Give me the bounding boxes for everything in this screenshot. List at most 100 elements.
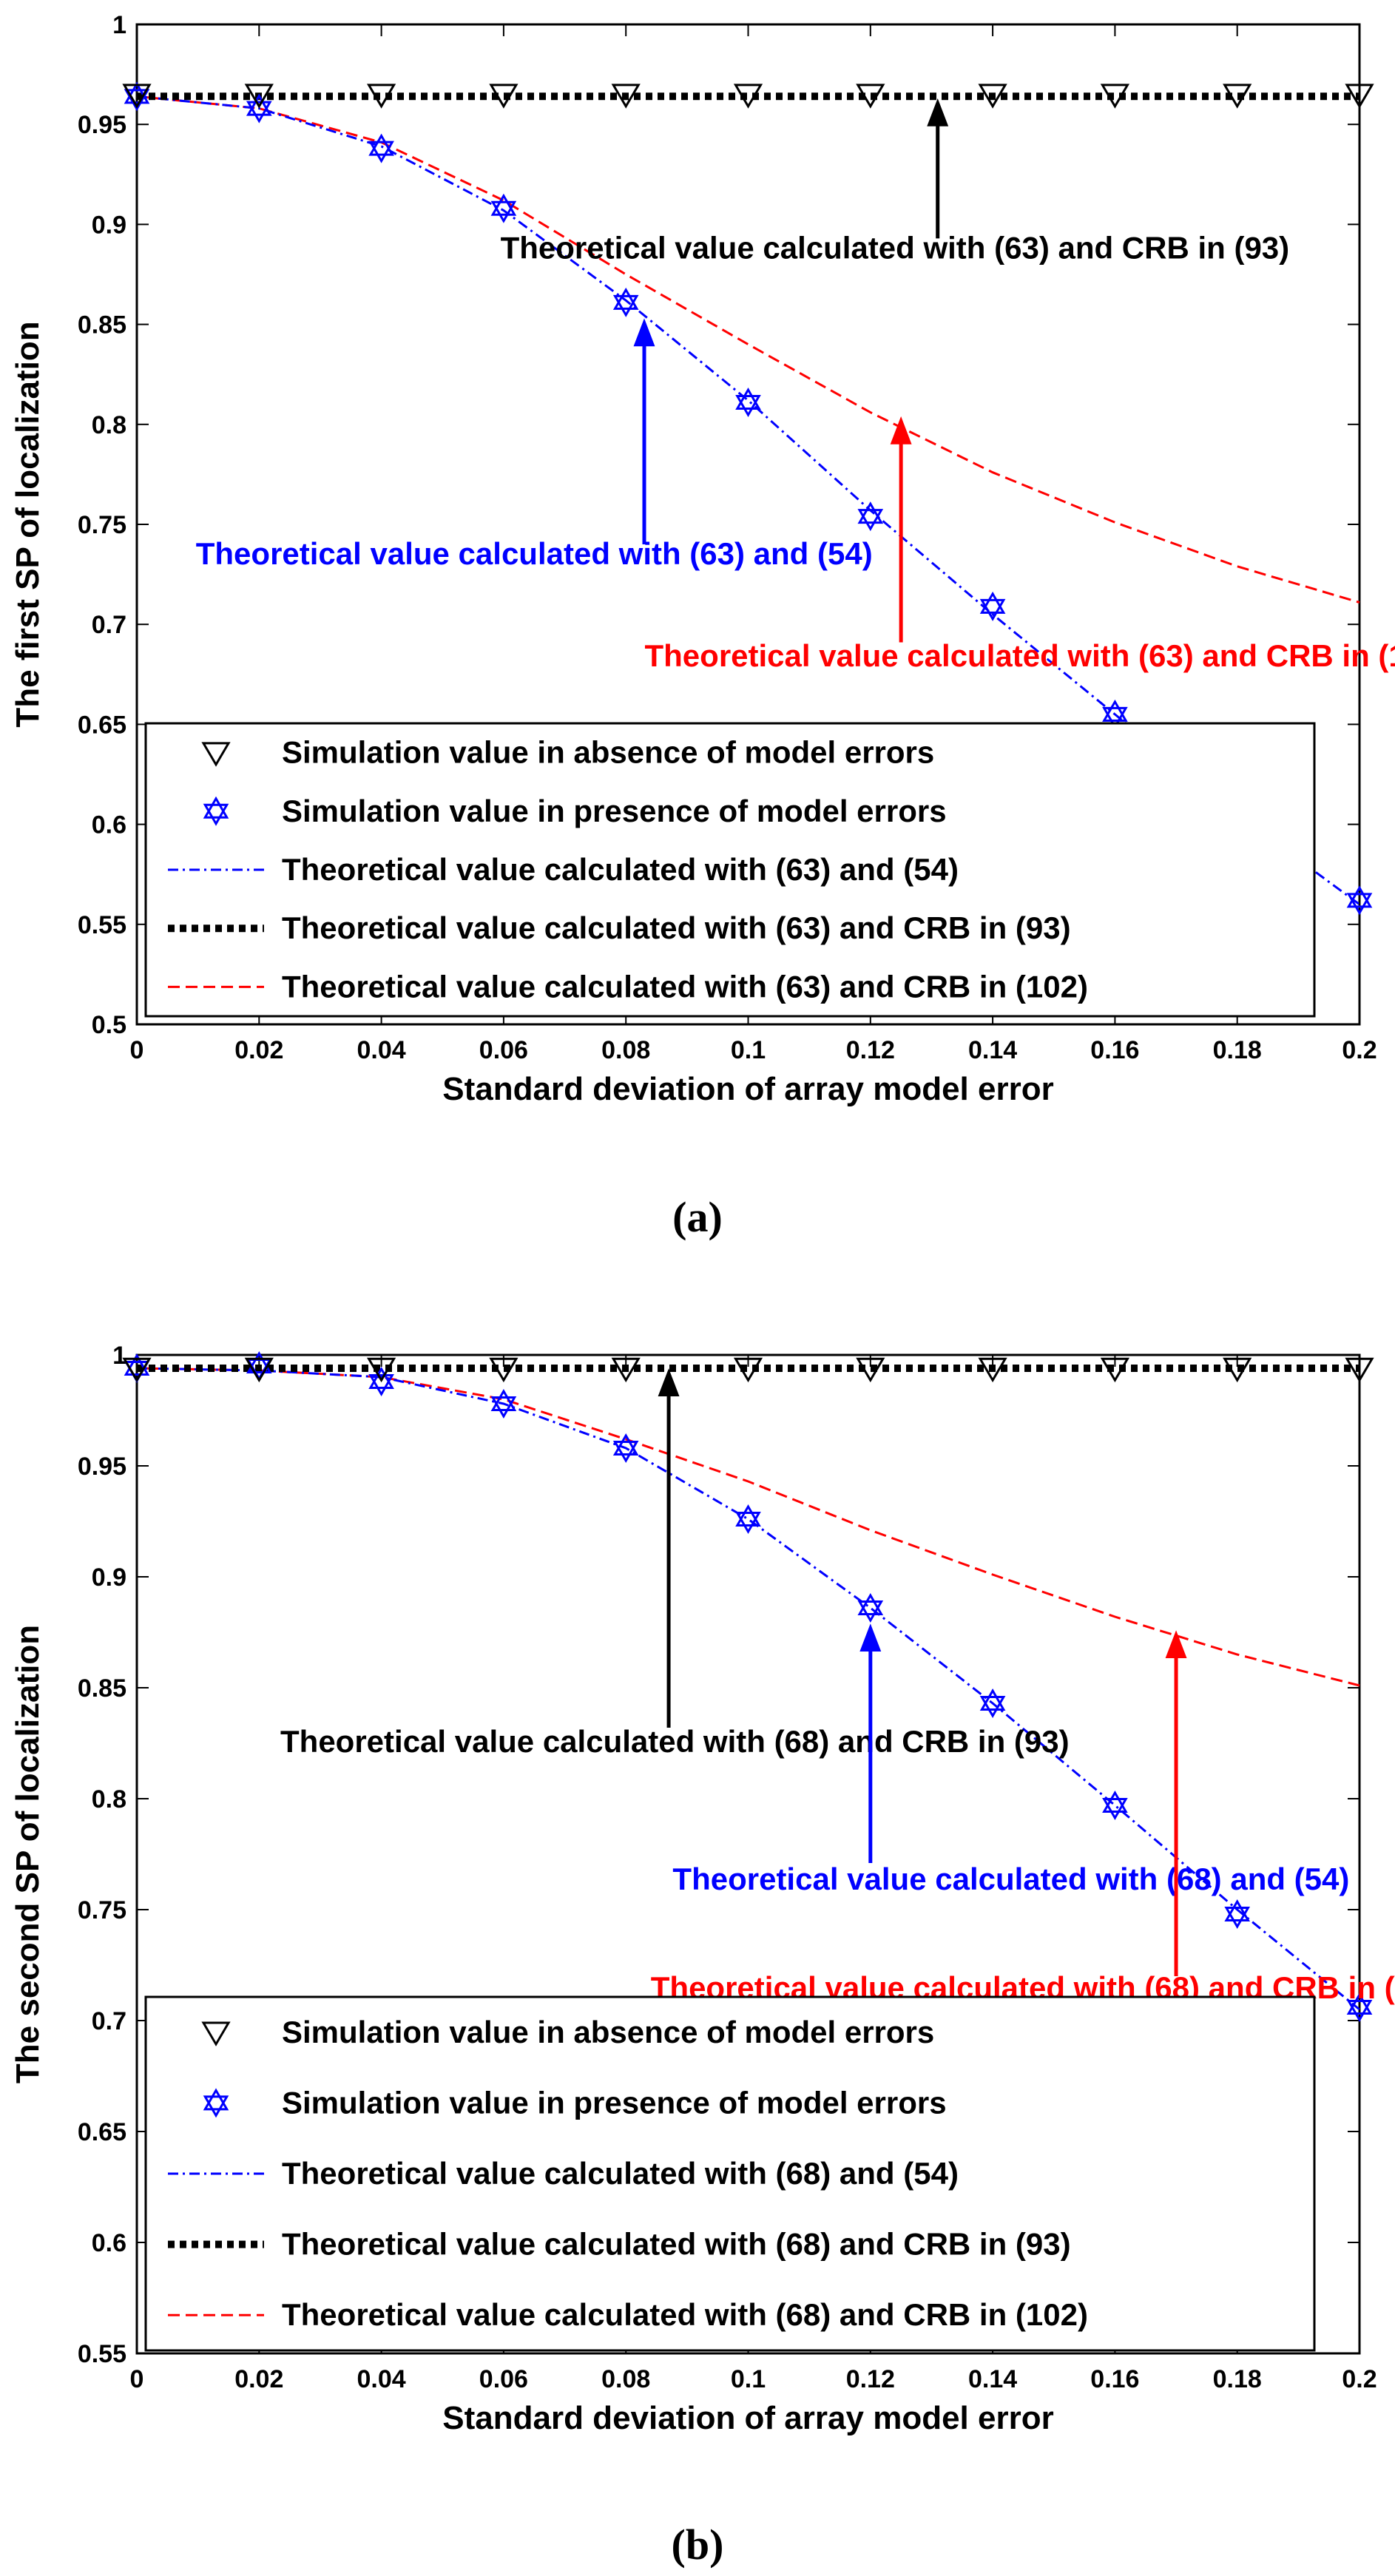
annotation-text: Theoretical value calculated with (63) a… [645,638,1395,673]
point-sim_absence [489,84,519,109]
x-tick-label: 0.18 [1213,2365,1262,2393]
y-tick-label: 0.65 [78,711,126,739]
x-tick-label: 0.18 [1213,1036,1262,1064]
y-tick-label: 0.6 [92,811,126,839]
y-axis-label: The second SP of localization [10,1625,46,2083]
x-tick-label: 0.04 [357,2365,406,2393]
series-line-theory_102 [136,1367,1360,1687]
legend-label: Simulation value in presence of model er… [282,794,947,828]
y-tick-label: 0.65 [78,2118,126,2146]
series-line-theory_102 [136,95,1360,604]
point-sim_presence [1102,1790,1128,1821]
legend-marker-star [203,2088,229,2118]
legend-label: Theoretical value calculated with (63) a… [282,969,1088,1004]
point-sim_absence [366,84,396,109]
y-tick-label: 0.75 [78,1896,126,1924]
panel-label: (a) [672,1193,723,1241]
x-tick-label: 0.02 [234,2365,283,2393]
legend-marker-star [203,796,229,826]
annotation-arrow-head [927,98,949,126]
legend-label: Simulation value in absence of model err… [282,2015,934,2049]
point-sim_presence [1102,699,1128,729]
series-line-theory_54 [136,95,1360,906]
x-axis-label: Standard deviation of array model error [442,1071,1053,1107]
point-sim_absence [611,84,641,109]
x-tick-label: 0.12 [846,2365,895,2393]
annotation-text: Theoretical value calculated with (68) a… [672,1862,1349,1896]
point-sim_absence [122,84,152,109]
point-sim_presence [490,193,517,223]
y-tick-label: 0.85 [78,1674,126,1703]
legend-marker-triangle [201,2021,231,2046]
point-sim_presence [1224,1899,1251,1930]
point-sim_absence [1223,1357,1252,1383]
x-tick-label: 0.12 [846,1036,895,1064]
x-tick-label: 0.02 [234,1036,283,1064]
point-sim_presence [368,1366,394,1397]
x-tick-label: 0 [130,1036,144,1064]
annotation-arrow-head [859,1623,882,1652]
legend-box [144,722,1316,1018]
annotation-text: Theoretical value calculated with (68) a… [280,1724,1070,1759]
point-sim_presence [857,1592,884,1623]
point-sim_absence [366,1357,396,1383]
y-tick-label: 0.6 [92,2229,126,2257]
y-tick-label: 0.8 [92,1785,126,1813]
x-tick-label: 0.1 [731,1036,766,1064]
point-sim_absence [1100,1357,1130,1383]
y-axis-label: The first SP of localization [10,321,46,727]
y-tick-label: 0.5 [92,1011,126,1039]
point-sim_absence [244,84,274,109]
y-tick-label: 0.95 [78,1453,126,1481]
legend-label: Theoretical value calculated with (68) a… [282,2297,1088,2332]
point-sim_presence [368,133,394,163]
y-tick-label: 0.7 [92,2007,126,2035]
annotation-arrow-head [890,416,912,444]
point-sim_presence [735,1504,761,1535]
x-tick-label: 0.14 [968,1036,1017,1064]
point-sim_absence [244,1357,274,1383]
point-sim_presence [857,501,884,532]
y-tick-label: 0.7 [92,611,126,639]
x-tick-label: 0.08 [601,2365,650,2393]
legend-label: Theoretical value calculated with (68) a… [282,2156,959,2191]
y-tick-label: 1 [112,1342,126,1370]
y-tick-label: 0.9 [92,211,126,239]
point-sim_presence [735,388,761,418]
x-tick-label: 0.06 [479,1036,528,1064]
point-sim_presence [124,81,150,112]
point-sim_presence [1346,1992,1373,2023]
x-axis-label: Standard deviation of array model error [442,2400,1053,2436]
x-tick-label: 0.06 [479,2365,528,2393]
y-tick-label: 1 [112,11,126,39]
point-sim_absence [856,84,885,109]
x-tick-label: 0.16 [1090,1036,1139,1064]
point-sim_absence [733,1357,763,1383]
point-sim_presence [490,1388,517,1419]
point-sim_absence [978,1357,1007,1383]
annotation-arrow-head [1165,1630,1187,1658]
legend-label: Theoretical value calculated with (63) a… [282,852,959,887]
y-tick-label: 0.75 [78,511,126,539]
annotation-text: Theoretical value calculated with (63) a… [501,230,1290,265]
point-sim_presence [1346,885,1373,916]
x-tick-label: 0.2 [1342,2365,1377,2393]
point-sim_presence [612,287,639,317]
annotation-text: Theoretical value calculated with (63) a… [196,536,873,571]
annotation-arrow-head [633,318,655,347]
point-sim_absence [1223,84,1252,109]
panel-label: (b) [672,2521,724,2569]
chart-panel-a: 0 0.02 0.04 0.06 0.08 0.1 0.12 0.14 0.16 0.18 0.2 0… [10,11,1395,1241]
y-tick-label: 0.9 [92,1563,126,1592]
point-sim_absence [1345,1357,1374,1383]
point-sim_absence [611,1357,641,1383]
point-sim_absence [856,1357,885,1383]
legend-marker-triangle [201,742,231,767]
annotation-arrow-head [658,1368,680,1396]
x-tick-label: 0 [130,2365,144,2393]
legend-label: Theoretical value calculated with (68) a… [282,2227,1071,2262]
x-tick-label: 0.16 [1090,2365,1139,2393]
chart-panel-b: 0 0.02 0.04 0.06 0.08 0.1 0.12 0.14 0.16 0.18 0.2 0… [10,1342,1395,2569]
x-tick-label: 0.08 [601,1036,650,1064]
